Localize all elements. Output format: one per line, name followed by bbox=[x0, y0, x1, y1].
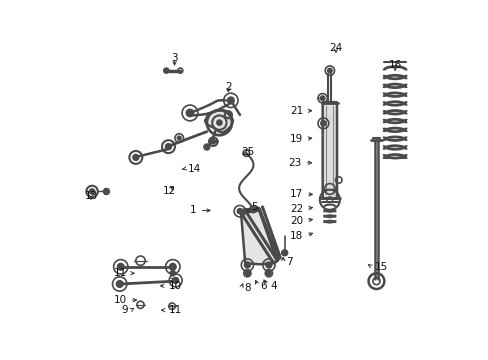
Circle shape bbox=[89, 189, 94, 194]
Text: 5: 5 bbox=[250, 202, 257, 212]
Circle shape bbox=[237, 209, 242, 214]
Text: 3: 3 bbox=[171, 53, 178, 63]
Text: 7: 7 bbox=[285, 257, 292, 267]
Text: 2: 2 bbox=[224, 82, 231, 92]
Circle shape bbox=[265, 262, 271, 268]
Text: 16: 16 bbox=[387, 60, 401, 70]
Circle shape bbox=[103, 189, 109, 194]
Circle shape bbox=[172, 278, 178, 283]
Circle shape bbox=[177, 136, 181, 140]
Circle shape bbox=[165, 144, 171, 149]
Circle shape bbox=[281, 250, 287, 256]
Text: 10: 10 bbox=[114, 295, 126, 305]
Text: 15: 15 bbox=[374, 262, 387, 272]
Text: 19: 19 bbox=[289, 134, 303, 144]
Circle shape bbox=[217, 120, 222, 125]
Circle shape bbox=[266, 271, 270, 275]
Circle shape bbox=[320, 96, 324, 100]
Text: 9: 9 bbox=[121, 305, 128, 315]
Circle shape bbox=[169, 264, 176, 270]
Text: 6: 6 bbox=[260, 281, 267, 291]
Circle shape bbox=[227, 97, 234, 104]
Text: 17: 17 bbox=[289, 189, 303, 199]
Circle shape bbox=[244, 262, 250, 268]
Text: 18: 18 bbox=[289, 231, 303, 240]
Text: 21: 21 bbox=[289, 106, 303, 116]
FancyBboxPatch shape bbox=[322, 102, 336, 199]
Polygon shape bbox=[241, 209, 278, 264]
Circle shape bbox=[327, 68, 331, 73]
Text: 12: 12 bbox=[162, 186, 176, 196]
Text: 20: 20 bbox=[289, 216, 303, 225]
Text: 1: 1 bbox=[190, 206, 196, 216]
Circle shape bbox=[163, 68, 168, 73]
Text: 14: 14 bbox=[188, 163, 201, 174]
Text: 25: 25 bbox=[241, 147, 254, 157]
Circle shape bbox=[170, 271, 175, 276]
Text: 23: 23 bbox=[288, 158, 301, 168]
Text: 4: 4 bbox=[270, 281, 277, 291]
Circle shape bbox=[186, 109, 193, 117]
Text: 11: 11 bbox=[113, 268, 126, 278]
Text: 24: 24 bbox=[328, 43, 342, 53]
Circle shape bbox=[205, 145, 208, 148]
Text: 10: 10 bbox=[168, 281, 181, 291]
Circle shape bbox=[320, 121, 325, 126]
Text: 13: 13 bbox=[84, 191, 98, 201]
Circle shape bbox=[117, 264, 124, 270]
Text: 22: 22 bbox=[289, 204, 303, 214]
Polygon shape bbox=[204, 110, 233, 133]
Circle shape bbox=[116, 281, 122, 287]
Text: 8: 8 bbox=[244, 283, 250, 293]
Text: 11: 11 bbox=[168, 305, 182, 315]
Circle shape bbox=[244, 271, 249, 275]
Circle shape bbox=[133, 154, 139, 160]
Circle shape bbox=[211, 139, 215, 144]
